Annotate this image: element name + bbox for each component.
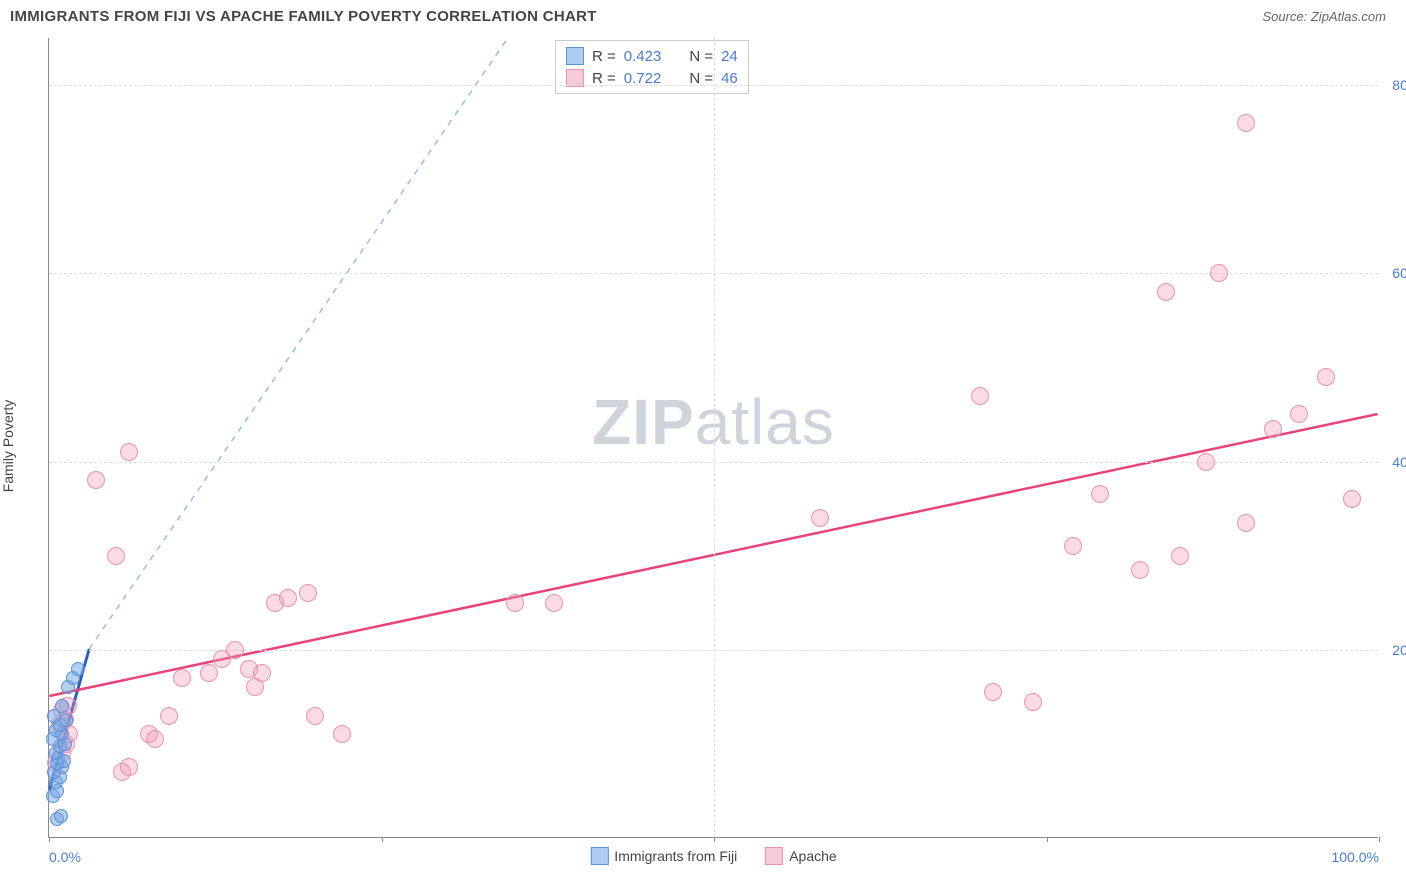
scatter-point bbox=[1317, 368, 1335, 386]
legend-swatch bbox=[765, 847, 783, 865]
r-label: R = bbox=[592, 48, 616, 65]
scatter-point bbox=[146, 730, 164, 748]
x-tick-mark bbox=[714, 837, 715, 842]
y-tick-label: 40.0% bbox=[1382, 454, 1406, 470]
scatter-point bbox=[1157, 283, 1175, 301]
scatter-point bbox=[59, 713, 73, 727]
legend-swatch bbox=[590, 847, 608, 865]
scatter-point bbox=[984, 683, 1002, 701]
y-tick-label: 20.0% bbox=[1382, 642, 1406, 658]
scatter-point bbox=[333, 725, 351, 743]
scatter-point bbox=[811, 509, 829, 527]
stats-row: R = 0.423 N = 24 bbox=[566, 45, 738, 67]
x-tick-label: 0.0% bbox=[49, 849, 81, 865]
legend-swatch bbox=[566, 47, 584, 65]
y-tick-label: 80.0% bbox=[1382, 77, 1406, 93]
scatter-point bbox=[226, 641, 244, 659]
legend-item: Apache bbox=[765, 847, 836, 865]
n-value: 46 bbox=[721, 70, 738, 87]
scatter-point bbox=[306, 707, 324, 725]
x-tick-label: 100.0% bbox=[1332, 849, 1379, 865]
scatter-point bbox=[1024, 693, 1042, 711]
scatter-point bbox=[545, 594, 563, 612]
y-axis-label: Family Poverty bbox=[0, 400, 16, 493]
scatter-point bbox=[1131, 561, 1149, 579]
legend-label: Immigrants from Fiji bbox=[614, 848, 737, 864]
scatter-point bbox=[1237, 514, 1255, 532]
scatter-point bbox=[200, 664, 218, 682]
scatter-point bbox=[1343, 490, 1361, 508]
source-attribution: Source: ZipAtlas.com bbox=[1262, 9, 1386, 24]
scatter-point bbox=[1197, 453, 1215, 471]
scatter-point bbox=[120, 443, 138, 461]
r-label: R = bbox=[592, 70, 616, 87]
scatter-point bbox=[120, 758, 138, 776]
scatter-point bbox=[107, 547, 125, 565]
scatter-point bbox=[971, 387, 989, 405]
scatter-point bbox=[279, 589, 297, 607]
legend-item: Immigrants from Fiji bbox=[590, 847, 737, 865]
x-tick-mark bbox=[1047, 837, 1048, 842]
scatter-point bbox=[1091, 485, 1109, 503]
x-tick-mark bbox=[382, 837, 383, 842]
scatter-point bbox=[54, 809, 68, 823]
scatter-point bbox=[1064, 537, 1082, 555]
x-tick-mark bbox=[1379, 837, 1380, 842]
scatter-point bbox=[87, 471, 105, 489]
scatter-point bbox=[173, 669, 191, 687]
scatter-point bbox=[55, 699, 69, 713]
x-tick-mark bbox=[49, 837, 50, 842]
scatter-point bbox=[1290, 405, 1308, 423]
scatter-point bbox=[1210, 264, 1228, 282]
n-value: 24 bbox=[721, 48, 738, 65]
scatter-point bbox=[253, 664, 271, 682]
scatter-point bbox=[1264, 420, 1282, 438]
scatter-point bbox=[71, 662, 85, 676]
chart-plot-area: ZIPatlas R =0.423N =24R =0.722N =46 Immi… bbox=[48, 38, 1378, 838]
scatter-point bbox=[1171, 547, 1189, 565]
legend-label: Apache bbox=[789, 848, 836, 864]
y-tick-label: 60.0% bbox=[1382, 265, 1406, 281]
gridline-vertical bbox=[714, 38, 715, 837]
r-value: 0.722 bbox=[624, 70, 662, 87]
scatter-point bbox=[1237, 114, 1255, 132]
n-label: N = bbox=[689, 48, 713, 65]
chart-title: IMMIGRANTS FROM FIJI VS APACHE FAMILY PO… bbox=[10, 8, 597, 25]
scatter-point bbox=[506, 594, 524, 612]
scatter-point bbox=[299, 584, 317, 602]
scatter-point bbox=[160, 707, 178, 725]
series-legend: Immigrants from Fiji Apache bbox=[590, 847, 836, 865]
n-label: N = bbox=[689, 70, 713, 87]
r-value: 0.423 bbox=[624, 48, 662, 65]
